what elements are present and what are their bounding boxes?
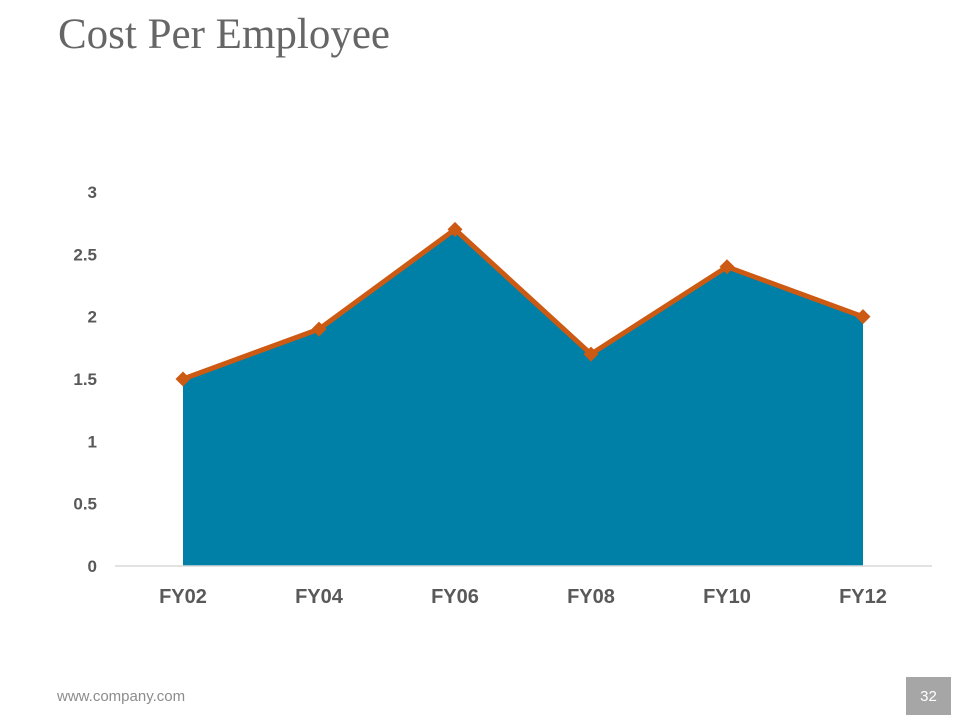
- page-number: 32: [920, 687, 937, 705]
- data-point-fy12: [855, 309, 871, 325]
- footer-url: www.company.com: [57, 688, 186, 705]
- x-tick-label: FY02: [159, 586, 207, 608]
- data-markers: [175, 221, 871, 387]
- y-tick-label: 3: [88, 183, 97, 202]
- y-tick-label: 0: [88, 557, 97, 576]
- data-point-fy08: [583, 346, 599, 362]
- data-point-fy02: [175, 371, 191, 387]
- slide-title: Cost Per Employee: [58, 11, 391, 58]
- y-tick-label: 0.5: [73, 495, 97, 514]
- y-tick-label: 2.5: [73, 245, 97, 264]
- data-point-fy10: [719, 259, 735, 275]
- area-series: [183, 229, 863, 566]
- y-tick-label: 1: [88, 432, 97, 451]
- x-tick-label: FY06: [431, 586, 479, 608]
- line-series: [182, 226, 864, 382]
- data-point-fy04: [311, 321, 327, 337]
- y-tick-label: 1.5: [73, 370, 97, 389]
- x-tick-label: FY08: [567, 586, 615, 608]
- x-tick-label: FY10: [703, 586, 751, 608]
- y-tick-label: 2: [88, 308, 97, 327]
- y-axis-ticks: 0 0.5 1 1.5 2 2.5 3: [73, 183, 97, 576]
- x-tick-label: FY04: [295, 586, 344, 608]
- page-number-badge: 32: [906, 677, 951, 715]
- x-axis-ticks: FY02 FY04 FY06 FY08 FY10 FY12: [159, 586, 887, 608]
- data-point-fy06: [447, 221, 463, 237]
- x-tick-label: FY12: [839, 586, 887, 608]
